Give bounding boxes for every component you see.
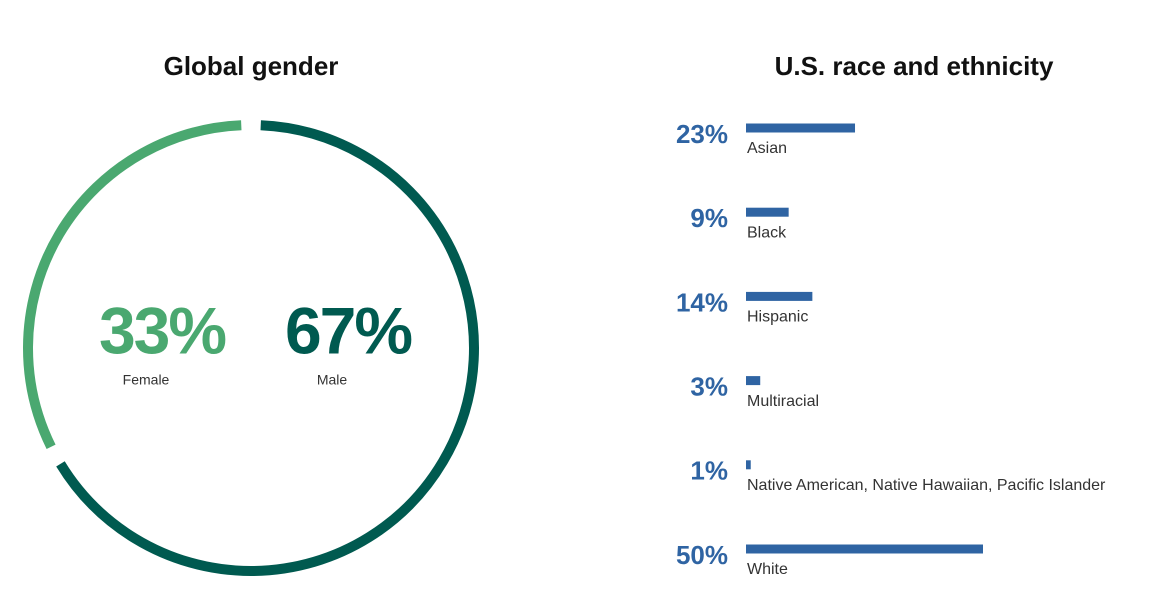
value-label: 50% xyxy=(676,540,728,570)
donut-segment xyxy=(56,120,479,576)
value-label: 23% xyxy=(676,119,728,149)
value-label: 67% xyxy=(285,293,411,367)
category-label: Male xyxy=(317,372,348,388)
value-label: 3% xyxy=(690,371,728,401)
bar xyxy=(746,460,751,470)
value-label: 33% xyxy=(99,293,225,367)
category-label: Multiracial xyxy=(747,393,819,410)
category-label: Black xyxy=(747,224,787,241)
value-label: 9% xyxy=(690,203,728,233)
value-label: 14% xyxy=(676,287,728,317)
bar xyxy=(746,207,789,217)
category-label: Hispanic xyxy=(747,309,808,326)
category-label: Female xyxy=(123,372,170,388)
bar xyxy=(746,123,856,133)
category-label: Asian xyxy=(747,140,787,157)
bar xyxy=(746,291,813,301)
bar-title: U.S. race and ethnicity xyxy=(775,51,1054,81)
category-label: Native American, Native Hawaiian, Pacifi… xyxy=(747,477,1106,494)
pie-title: Global gender xyxy=(164,51,339,81)
category-label: White xyxy=(747,561,788,578)
donut-segment xyxy=(23,120,242,450)
bar xyxy=(746,376,761,386)
bar xyxy=(746,544,983,554)
value-label: 1% xyxy=(690,456,728,486)
